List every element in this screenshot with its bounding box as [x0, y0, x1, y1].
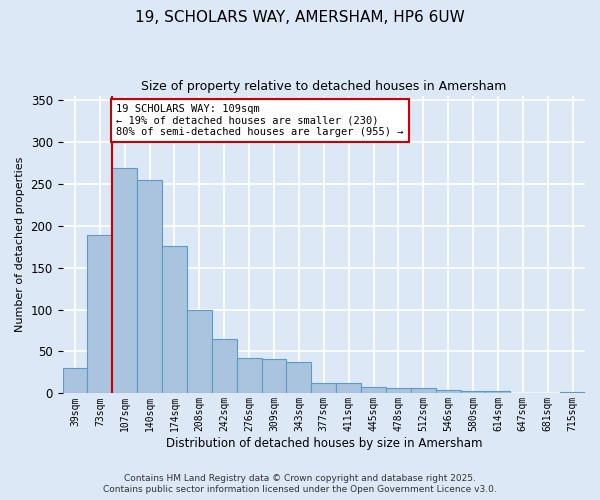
Bar [461, 391, 485, 394]
Bar [436, 390, 461, 394]
Bar [162, 246, 187, 394]
Text: Contains HM Land Registry data © Crown copyright and database right 2025.
Contai: Contains HM Land Registry data © Crown c… [103, 474, 497, 494]
Bar [286, 362, 311, 394]
Text: 19 SCHOLARS WAY: 109sqm
← 19% of detached houses are smaller (230)
80% of semi-d: 19 SCHOLARS WAY: 109sqm ← 19% of detache… [116, 104, 404, 137]
Bar [236, 358, 262, 394]
Bar [262, 359, 286, 394]
Bar [386, 388, 411, 394]
Bar [187, 310, 212, 394]
Y-axis label: Number of detached properties: Number of detached properties [15, 157, 25, 332]
Bar [485, 391, 511, 394]
Bar [560, 392, 585, 394]
X-axis label: Distribution of detached houses by size in Amersham: Distribution of detached houses by size … [166, 437, 482, 450]
Bar [336, 384, 361, 394]
Bar [88, 235, 112, 394]
Bar [212, 339, 236, 394]
Bar [311, 384, 336, 394]
Bar [511, 392, 535, 394]
Bar [361, 386, 386, 394]
Title: Size of property relative to detached houses in Amersham: Size of property relative to detached ho… [141, 80, 506, 93]
Bar [62, 368, 88, 394]
Bar [137, 180, 162, 394]
Bar [112, 168, 137, 394]
Text: 19, SCHOLARS WAY, AMERSHAM, HP6 6UW: 19, SCHOLARS WAY, AMERSHAM, HP6 6UW [135, 10, 465, 25]
Bar [411, 388, 436, 394]
